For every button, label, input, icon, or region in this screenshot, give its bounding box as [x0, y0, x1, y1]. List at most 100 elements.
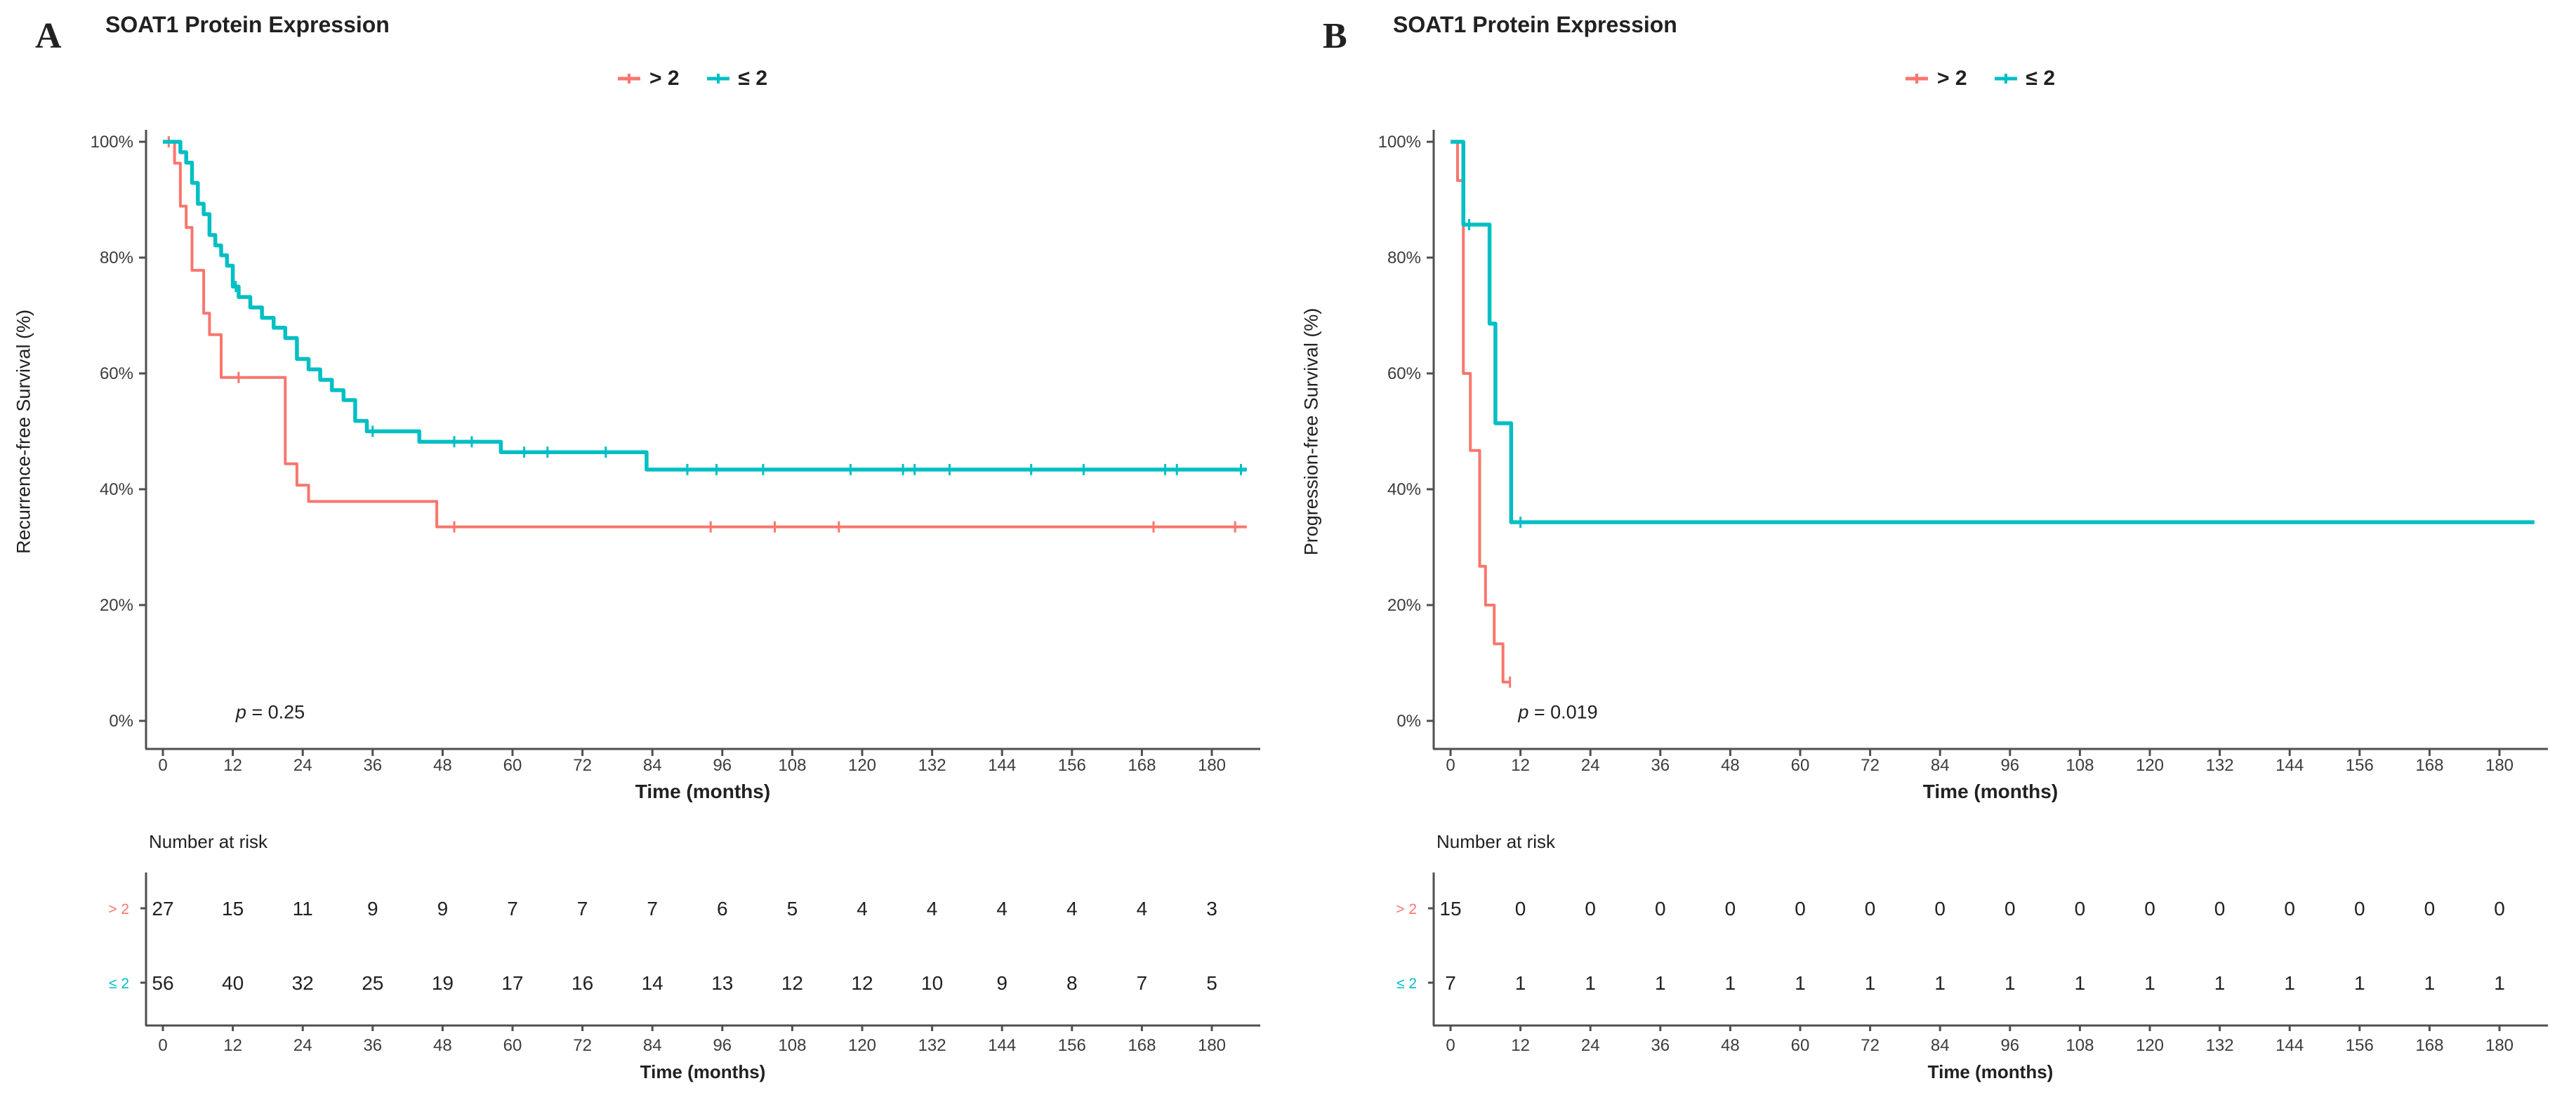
risk-x-tick-label: 144	[2276, 1036, 2304, 1055]
km-legend-marker-icon	[706, 74, 729, 84]
risk-x-tick-label: 168	[1128, 1036, 1156, 1055]
x-tick-label: 36	[1651, 756, 1670, 775]
risk-count: 13	[711, 972, 733, 994]
p-value: p = 0.25	[235, 701, 305, 723]
risk-count: 0	[1865, 898, 1876, 920]
risk-x-tick-label: 36	[1651, 1036, 1670, 1055]
risk-count: 4	[927, 898, 938, 920]
risk-count: 0	[1655, 898, 1666, 920]
risk-x-tick-label: 144	[988, 1036, 1016, 1055]
risk-count: 0	[1585, 898, 1596, 920]
risk-x-tick-label: 24	[293, 1036, 312, 1055]
x-tick-label: 24	[1581, 756, 1600, 775]
risk-count: 1	[1725, 972, 1736, 994]
risk-count: 1	[2494, 972, 2505, 994]
risk-count: 11	[293, 898, 313, 920]
x-tick-label: 144	[2276, 756, 2304, 775]
risk-count: 1	[2354, 972, 2365, 994]
legend-label-le2: ≤ 2	[738, 67, 768, 90]
risk-x-tick-label: 156	[1058, 1036, 1086, 1055]
risk-x-tick-label: 0	[158, 1036, 167, 1055]
y-tick-label: 0%	[109, 712, 133, 731]
panel-b: B SOAT1 Protein Expression > 2 ≤ 2 Progr…	[1288, 0, 2576, 1095]
risk-count: 0	[2004, 898, 2016, 920]
risk-count: 4	[996, 898, 1008, 920]
risk-x-tick-label: 180	[2485, 1036, 2514, 1055]
x-tick-label: 84	[1931, 756, 1950, 775]
x-tick-label: 132	[918, 756, 946, 775]
y-tick-label: 100%	[91, 133, 133, 152]
x-axis-label: Time (months)	[1922, 781, 2059, 802]
risk-count: 12	[781, 972, 803, 994]
legend-item-gt2: > 2	[1903, 67, 1967, 91]
legend-label-le2: ≤ 2	[2026, 67, 2056, 90]
risk-x-tick-label: 96	[713, 1036, 732, 1055]
x-tick-label: 120	[2136, 756, 2164, 775]
risk-count: 7	[1137, 972, 1148, 994]
risk-count: 15	[1439, 898, 1461, 920]
risk-count: 1	[2075, 972, 2086, 994]
legend-item-le2: ≤ 2	[705, 67, 767, 91]
risk-x-tick-label: 60	[1791, 1036, 1810, 1055]
legend-item-le2: ≤ 2	[1993, 67, 2055, 91]
risk-count: 1	[1795, 972, 1806, 994]
km-curve	[163, 140, 1247, 529]
x-tick-label: 96	[2000, 756, 2019, 775]
risk-count: 7	[507, 898, 518, 920]
risk-x-axis-label: Time (months)	[1927, 1061, 2054, 1082]
risk-count: 3	[1206, 898, 1217, 920]
risk-count: 19	[432, 972, 454, 994]
risk-count: 0	[1725, 898, 1736, 920]
risk-x-tick-label: 12	[223, 1036, 242, 1055]
risk-x-axis-label: Time (months)	[640, 1061, 766, 1082]
risk-x-tick-label: 72	[1861, 1036, 1880, 1055]
x-tick-label: 120	[848, 756, 876, 775]
risk-count: 12	[851, 972, 873, 994]
risk-count: 1	[1865, 972, 1876, 994]
x-tick-label: 0	[1446, 756, 1455, 775]
risk-x-tick-label: 36	[363, 1036, 382, 1055]
risk-table-title: Number at risk	[149, 831, 268, 852]
risk-x-tick-label: 156	[2346, 1036, 2374, 1055]
km-curve	[163, 140, 1247, 472]
risk-table-title: Number at risk	[1436, 831, 1556, 852]
y-tick-label: 40%	[1387, 480, 1421, 499]
risk-count: 14	[642, 972, 663, 994]
x-tick-label: 72	[573, 756, 592, 775]
risk-x-tick-label: 168	[2415, 1036, 2443, 1055]
x-tick-label: 72	[1861, 756, 1880, 775]
risk-count: 32	[292, 972, 314, 994]
risk-count: 1	[1934, 972, 1946, 994]
x-tick-label: 132	[2206, 756, 2234, 775]
risk-count: 0	[2494, 898, 2505, 920]
y-tick-label: 80%	[1387, 248, 1421, 267]
panel-letter: A	[35, 16, 62, 56]
y-tick-label: 100%	[1378, 133, 1421, 152]
risk-count: 25	[362, 972, 383, 994]
panel-title: SOAT1 Protein Expression	[1393, 12, 1677, 37]
risk-count: 0	[2144, 898, 2155, 920]
risk-count: 1	[2004, 972, 2016, 994]
risk-count: 9	[437, 898, 449, 920]
x-tick-label: 168	[1128, 756, 1156, 775]
risk-count: 9	[996, 972, 1008, 994]
risk-count: 9	[367, 898, 378, 920]
risk-count: 16	[572, 972, 593, 994]
x-tick-label: 108	[2066, 756, 2094, 775]
x-tick-label: 48	[1721, 756, 1740, 775]
risk-count: 0	[2284, 898, 2295, 920]
x-tick-label: 144	[988, 756, 1016, 775]
risk-x-tick-label: 24	[1581, 1036, 1600, 1055]
risk-x-tick-label: 12	[1511, 1036, 1530, 1055]
risk-row-label: > 2	[108, 901, 129, 917]
y-tick-label: 60%	[100, 364, 133, 383]
x-tick-label: 180	[1198, 756, 1226, 775]
risk-x-tick-label: 48	[1721, 1036, 1740, 1055]
risk-count: 10	[921, 972, 943, 994]
risk-count: 5	[1206, 972, 1217, 994]
x-tick-label: 48	[433, 756, 452, 775]
risk-count: 0	[1515, 898, 1526, 920]
risk-x-tick-label: 60	[503, 1036, 522, 1055]
x-tick-label: 36	[363, 756, 382, 775]
